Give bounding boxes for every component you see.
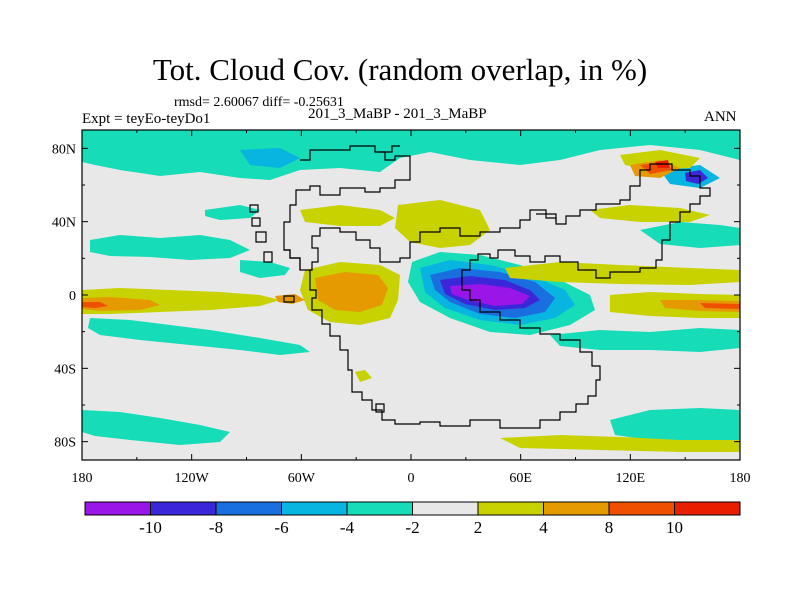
contour-teal-atlantic [240, 260, 290, 278]
coastline-island-2 [251, 217, 261, 227]
lon-tick-label: 60W [288, 471, 316, 486]
coastline-greenland [380, 145, 400, 153]
coastline-island-3 [255, 231, 267, 243]
contour-teal-npac-east [640, 222, 740, 248]
colorbar-swatch [543, 501, 610, 516]
lat-tick-label: 40S [54, 362, 76, 377]
plot-title: Tot. Cloud Cov. (random overlap, in %) [152, 52, 648, 87]
stats-label: rmsd= 2.60067 diff= -0.25631 [174, 95, 344, 110]
contour-teal-south-indian [550, 328, 740, 352]
lon-tick-label: 60E [509, 471, 532, 486]
season-label: ANN [704, 109, 737, 125]
contour-redorange-wpac [700, 303, 740, 309]
coastline-island-4 [263, 251, 273, 263]
colorbar-label: 4 [539, 518, 548, 537]
coastline-namer-west [284, 249, 301, 270]
coastline-island-1 [249, 204, 259, 213]
coastline-arctic-e [536, 213, 557, 222]
contour-teal-npac2 [205, 205, 260, 220]
contour-yellow-indian [505, 262, 740, 285]
coastline-island-5 [283, 295, 295, 303]
case-label: 201_3_MaBP - 201_3_MaBP [308, 106, 487, 122]
lon-tick-label: 180 [72, 471, 93, 486]
colorbar-swatch [150, 501, 217, 516]
contour-orange-pacific-eq [82, 297, 160, 311]
lon-tick-label: 180 [730, 471, 751, 486]
contour-blue-nepac [685, 170, 708, 184]
contour-redorange-pac [82, 302, 108, 308]
contour-teal-south-ocean-w [82, 410, 230, 445]
colorbar-swatch [84, 501, 151, 516]
lon-tick-label: 120E [616, 471, 646, 486]
contour-arctic-band [82, 130, 740, 180]
colorbar-label: -10 [139, 518, 162, 537]
axis-tick-labels: 180 120W 60W 0 60E 120E 180 80N 40N 0 40S 80S [52, 142, 751, 486]
colorbar-swatch [281, 501, 348, 516]
colorbar-label: -2 [405, 518, 419, 537]
experiment-label: Expt = teyEo-teyDo1 [82, 111, 211, 127]
contour-teal-nwpac [90, 235, 250, 260]
contour-field [82, 130, 740, 452]
colorbar-swatch [477, 501, 544, 516]
contour-yellow-sa [355, 370, 372, 382]
contour-yellow-namer [300, 205, 395, 226]
colorbar-label: -8 [209, 518, 223, 537]
lat-tick-label: 40N [52, 216, 76, 231]
colorbar-label: 8 [605, 518, 614, 537]
lon-tick-label: 0 [408, 471, 415, 486]
contour-teal-sh-midlat [88, 318, 310, 355]
axis-ticks [81, 130, 741, 460]
contour-yellow-south [500, 435, 740, 452]
colorbar-label: -4 [340, 518, 355, 537]
contour-orange-namer [275, 294, 305, 304]
contour-teal-south-ocean-e [610, 408, 740, 442]
colorbar-label: 2 [474, 518, 483, 537]
colorbar-label: 10 [666, 518, 683, 537]
coastline-island-6 [375, 403, 385, 413]
colorbar-swatch [674, 501, 741, 516]
colorbar-swatch [412, 501, 479, 516]
lat-tick-label: 0 [69, 289, 76, 304]
contour-cyan-arctic [240, 148, 300, 168]
colorbar-label: -6 [274, 518, 288, 537]
lon-tick-label: 120W [175, 471, 210, 486]
colorbar: -10 -8 -6 -4 -2 2 4 8 10 [84, 501, 741, 537]
contour-orange-wpac [660, 300, 740, 312]
colorbar-swatch [608, 501, 675, 516]
lat-tick-label: 80S [54, 436, 76, 451]
colorbar-swatch [215, 501, 282, 516]
lat-tick-label: 80N [52, 142, 76, 157]
colorbar-swatch [346, 501, 413, 516]
contour-orange-atlantic [315, 272, 388, 312]
